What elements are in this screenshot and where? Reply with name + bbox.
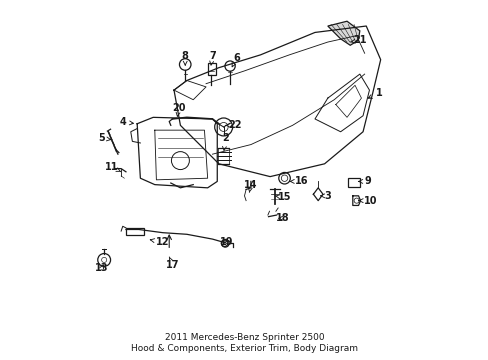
Text: 7: 7 <box>209 51 215 65</box>
Bar <box>347 178 359 186</box>
Text: 3: 3 <box>320 191 330 201</box>
Text: 19: 19 <box>220 237 233 247</box>
Polygon shape <box>327 21 359 45</box>
Text: 8: 8 <box>182 51 188 65</box>
Text: 12: 12 <box>150 237 169 247</box>
Text: 18: 18 <box>276 213 289 223</box>
Text: 4: 4 <box>119 117 133 127</box>
Text: 11: 11 <box>104 162 121 172</box>
Text: 9: 9 <box>358 176 370 186</box>
Text: 2011 Mercedes-Benz Sprinter 2500
Hood & Components, Exterior Trim, Body Diagram: 2011 Mercedes-Benz Sprinter 2500 Hood & … <box>131 333 357 353</box>
Text: 17: 17 <box>165 257 179 270</box>
Text: 1: 1 <box>367 88 382 98</box>
Text: 2: 2 <box>222 133 228 150</box>
Text: 10: 10 <box>358 195 377 206</box>
Text: 22: 22 <box>225 120 241 130</box>
Text: 14: 14 <box>244 180 257 192</box>
Text: 6: 6 <box>232 53 240 67</box>
Bar <box>207 63 215 75</box>
Text: 5: 5 <box>99 133 111 143</box>
Bar <box>126 228 143 235</box>
Text: 20: 20 <box>172 103 185 116</box>
Text: 21: 21 <box>349 35 366 45</box>
Text: 15: 15 <box>274 193 291 202</box>
Text: 13: 13 <box>95 263 108 273</box>
Text: 16: 16 <box>289 176 308 186</box>
